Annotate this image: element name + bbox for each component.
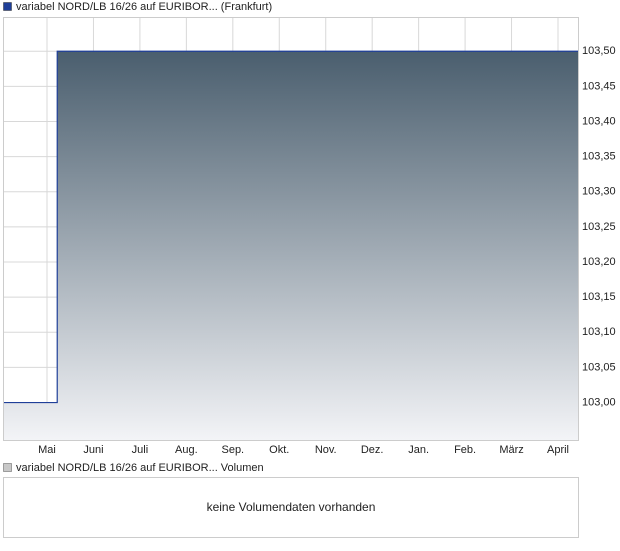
- y-tick-label: 103,50: [582, 45, 616, 57]
- y-tick-label: 103,25: [582, 221, 616, 233]
- x-tick-label: März: [499, 444, 523, 456]
- y-tick-label: 103,00: [582, 396, 616, 408]
- x-tick-label: Juni: [83, 444, 103, 456]
- y-tick-label: 103,10: [582, 326, 616, 338]
- y-tick-label: 103,45: [582, 80, 616, 92]
- x-tick-label: Jan.: [408, 444, 429, 456]
- x-tick-label: April: [547, 444, 569, 456]
- x-tick-label: Aug.: [175, 444, 198, 456]
- y-tick-label: 103,20: [582, 256, 616, 268]
- x-tick-label: Sep.: [221, 444, 244, 456]
- y-tick-label: 103,30: [582, 186, 616, 198]
- y-tick-label: 103,15: [582, 291, 616, 303]
- area-fill: [3, 51, 579, 441]
- x-tick-label: Okt.: [269, 444, 289, 456]
- x-tick-label: Nov.: [315, 444, 337, 456]
- y-tick-label: 103,35: [582, 151, 616, 163]
- volume-message: keine Volumendaten vorhanden: [207, 500, 376, 514]
- x-tick-label: Feb.: [454, 444, 476, 456]
- x-tick-label: Juli: [132, 444, 149, 456]
- plot-frame: [3, 17, 579, 441]
- volume-legend-label: variabel NORD/LB 16/26 auf EURIBOR... Vo…: [16, 462, 264, 474]
- x-tick-label: Dez.: [361, 444, 384, 456]
- line: [3, 50, 579, 404]
- volume-legend-swatch: [3, 463, 12, 472]
- volume-panel: [3, 477, 579, 538]
- legend-label: variabel NORD/LB 16/26 auf EURIBOR... (F…: [16, 1, 272, 13]
- legend-swatch: [3, 2, 12, 11]
- x-tick-label: Mai: [38, 444, 56, 456]
- y-tick-label: 103,05: [582, 361, 616, 373]
- y-tick-label: 103,40: [582, 115, 616, 127]
